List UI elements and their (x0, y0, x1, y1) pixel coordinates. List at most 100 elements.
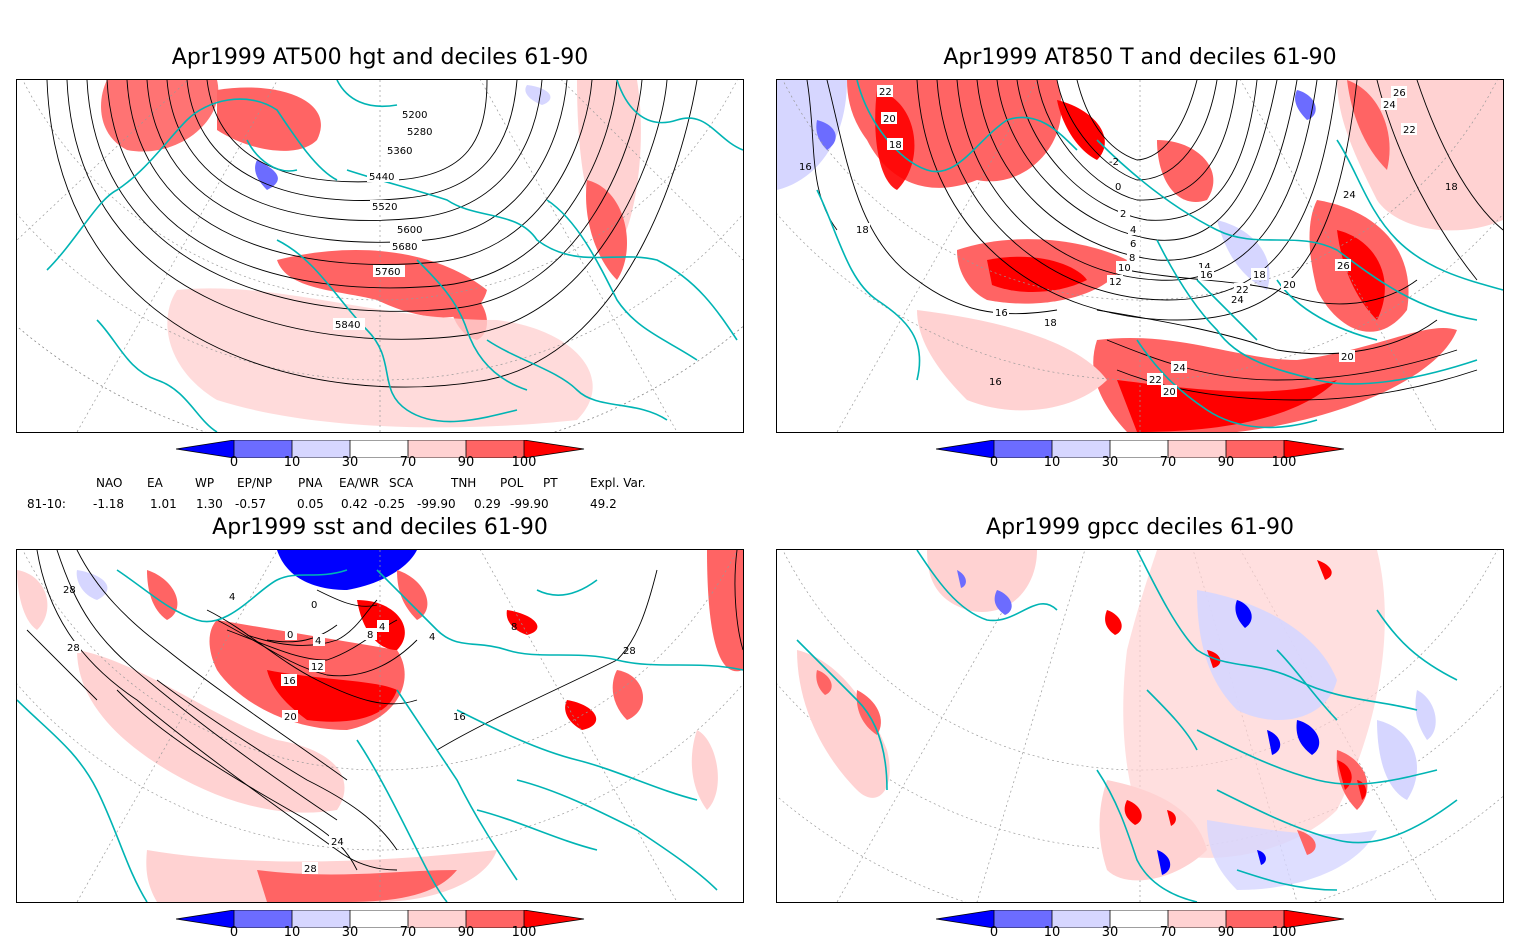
index-row-label: 81-10: (27, 497, 66, 511)
t850-label-20a: 20 (883, 114, 896, 125)
sst-label-28a: 28 (63, 585, 76, 596)
index-name-explvar: Expl. Var. (590, 476, 646, 490)
t850-label-22c: 22 (1236, 285, 1249, 296)
z500-label-5840: 5840 (335, 320, 360, 331)
colorbar-tick: 0 (229, 925, 239, 940)
index-value-tnh: -99.90 (417, 497, 456, 511)
z500-label-5680: 5680 (392, 242, 417, 253)
index-name-pna: PNA (298, 476, 323, 490)
index-name-wp: WP (195, 476, 215, 490)
index-value-wp: 1.30 (196, 497, 223, 511)
sst-label-16b: 16 (453, 712, 466, 723)
t850-label-16a: 16 (799, 162, 812, 173)
map-t850-canvas: 22 20 18 16 18 24 26 22 24 18 -2 0 2 4 6… (777, 80, 1503, 432)
z500-label-5280: 5280 (407, 127, 432, 138)
panel-title-sst: Apr1999 sst and deciles 61-90 (212, 515, 548, 540)
colorbar-tick: 70 (399, 455, 417, 470)
colorbar-tick: 90 (457, 455, 475, 470)
index-name-tnh: TNH (451, 476, 477, 490)
colorbar-tick: 10 (1043, 925, 1061, 940)
t850-label-20b: 20 (1283, 280, 1296, 291)
t850-contour-labels: 22 20 18 16 18 24 26 22 24 18 -2 0 2 4 6… (799, 85, 1458, 398)
t850-label-18c: 18 (1445, 182, 1458, 193)
colorbar-tick: 90 (1217, 455, 1235, 470)
colorbar-tick: 0 (989, 455, 999, 470)
colorbar-tick: 30 (341, 455, 359, 470)
index-name-sca: SCA (389, 476, 414, 490)
t850-label-0: 0 (1115, 182, 1121, 193)
t850-label-16c: 16 (995, 308, 1008, 319)
index-value-sca: -0.25 (374, 497, 406, 511)
sst-label-8b: 8 (511, 622, 517, 633)
colorbar-tick: 30 (1101, 455, 1119, 470)
t850-label-22d: 22 (1149, 375, 1162, 386)
colorbar-bottom-left-graphic (175, 909, 585, 929)
sst-label-4c: 4 (379, 622, 385, 633)
colorbar-tick: 90 (1217, 925, 1235, 940)
index-name-pt: PT (543, 476, 558, 490)
t850-label-24c: 24 (1231, 295, 1244, 306)
colorbar-top-left-graphic (175, 439, 585, 459)
colorbar-tick: 10 (1043, 455, 1061, 470)
colorbar-top-right-graphic (935, 439, 1345, 459)
sst-label-0b: 0 (287, 630, 293, 641)
t850-label-14: 14 (1198, 262, 1211, 273)
t850-label-6: 6 (1130, 239, 1136, 250)
colorbar-tick: 0 (989, 925, 999, 940)
index-name-nao: NAO (96, 476, 123, 490)
sst-label-4b: 4 (315, 636, 321, 647)
z500-label-5760: 5760 (375, 267, 400, 278)
colorbar-bottom-right-graphic (935, 909, 1345, 929)
index-value-pna: 0.05 (297, 497, 324, 511)
sst-label-24: 24 (331, 837, 344, 848)
index-value-explvar: 49.2 (590, 497, 617, 511)
colorbar-tick: 70 (1159, 455, 1177, 470)
t850-label-18d: 18 (1253, 270, 1266, 281)
index-name-pol: POL (500, 476, 524, 490)
colorbar-tick: 100 (511, 925, 537, 940)
panel-title-gpcc: Apr1999 gpcc deciles 61-90 (986, 515, 1294, 540)
t850-label-8: 8 (1129, 253, 1135, 264)
sst-label-28b: 28 (67, 643, 80, 654)
sst-label-16a: 16 (283, 676, 296, 687)
t850-label-18e: 18 (1044, 318, 1057, 329)
z500-contour-labels: 5200 5280 5360 5440 5520 5600 5680 5760 … (333, 108, 437, 331)
t850-label-22b: 22 (1403, 125, 1416, 136)
map-gpcc (776, 549, 1504, 903)
t850-label-26b: 26 (1337, 261, 1350, 272)
index-name-epnp: EP/NP (237, 476, 273, 490)
index-value-epnp: -0.57 (235, 497, 267, 511)
sst-label-20: 20 (284, 712, 297, 723)
colorbar-tick: 70 (1159, 925, 1177, 940)
map-gpcc-canvas (777, 550, 1503, 902)
sst-label-8a: 8 (367, 630, 373, 641)
sst-label-4a: 4 (229, 592, 235, 603)
t850-label-m2: -2 (1109, 157, 1119, 168)
t850-label-4: 4 (1130, 225, 1136, 236)
t850-label-20c: 20 (1341, 352, 1354, 363)
colorbar-top-right: 0 10 30 70 90 100 (935, 439, 1346, 470)
sst-label-0a: 0 (311, 600, 317, 611)
t850-label-24d: 24 (1173, 363, 1186, 374)
colorbar-tick: 30 (341, 925, 359, 940)
z500-label-5600: 5600 (397, 225, 422, 236)
map-z500-canvas: 5200 5280 5360 5440 5520 5600 5680 5760 … (17, 80, 743, 432)
z500-label-5440: 5440 (369, 172, 394, 183)
t850-label-20d: 20 (1163, 387, 1176, 398)
index-name-eawr: EA/WR (339, 476, 380, 490)
z500-label-5520: 5520 (372, 202, 397, 213)
sst-label-28d: 28 (304, 864, 317, 875)
t850-label-16b: 16 (1200, 270, 1213, 281)
map-sst-canvas: 28 28 4 0 0 4 8 12 16 20 4 4 16 28 24 28… (17, 550, 743, 902)
map-z500: 5200 5280 5360 5440 5520 5600 5680 5760 … (16, 79, 744, 433)
indices-values-row: 81-10: -1.18 1.01 1.30 -0.57 0.05 0.42 -… (0, 497, 760, 513)
t850-label-26a: 26 (1393, 88, 1406, 99)
indices-header-row: NAO EA WP EP/NP PNA EA/WR SCA TNH POL PT… (0, 476, 760, 492)
t850-label-22a: 22 (879, 87, 892, 98)
t850-label-12: 12 (1109, 277, 1122, 288)
colorbar-top-left: 0 10 30 70 90 100 (175, 439, 586, 470)
index-value-pt: -99.90 (510, 497, 549, 511)
colorbar-tick: 100 (1271, 925, 1297, 940)
t850-label-24a: 24 (1383, 100, 1396, 111)
colorbar-tick: 30 (1101, 925, 1119, 940)
